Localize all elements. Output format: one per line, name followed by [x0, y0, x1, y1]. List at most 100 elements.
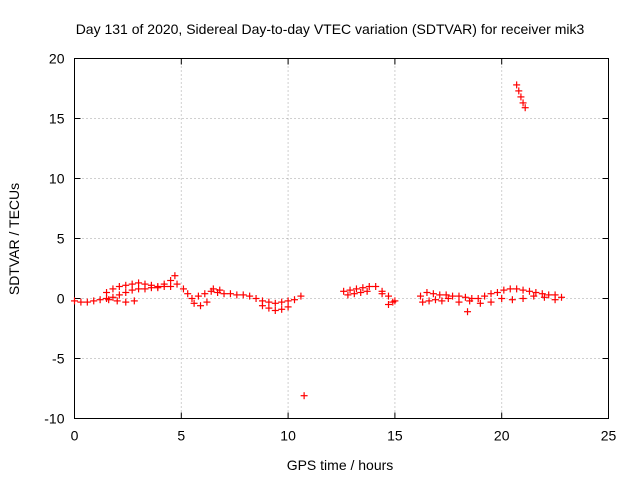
data-point: [442, 291, 450, 299]
data-point: [96, 296, 104, 304]
data-point: [493, 289, 501, 296]
data-point: [417, 292, 425, 300]
data-point: [500, 286, 508, 294]
data-point: [105, 296, 113, 304]
data-point: [545, 291, 553, 299]
data-point: [423, 289, 431, 296]
data-point: [530, 292, 538, 300]
data-point: [109, 285, 117, 293]
data-point: [444, 295, 452, 302]
data-point: [167, 283, 175, 290]
data-point: [519, 295, 527, 302]
data-point: [115, 291, 123, 299]
data-point: [190, 299, 198, 307]
x-tick-label: 20: [494, 428, 510, 444]
data-point: [513, 81, 521, 89]
data-point: [517, 93, 525, 101]
data-point: [365, 283, 373, 290]
data-point: [513, 285, 521, 293]
y-tick-label: 10: [49, 171, 65, 187]
data-point: [154, 283, 162, 290]
data-point: [461, 293, 469, 301]
data-point: [109, 293, 117, 301]
data-point: [551, 296, 559, 304]
data-point: [188, 295, 196, 302]
data-point: [239, 291, 247, 299]
data-point: [173, 280, 181, 288]
data-point: [344, 291, 352, 299]
data-point: [487, 290, 495, 298]
data-point: [220, 290, 228, 298]
data-point: [246, 292, 254, 300]
data-point: [233, 291, 241, 299]
data-point: [179, 285, 187, 293]
data-points: [71, 81, 566, 400]
data-point: [184, 290, 192, 298]
data-point: [419, 298, 427, 306]
x-tick-label: 0: [71, 428, 79, 444]
data-point: [346, 286, 354, 294]
data-point: [122, 289, 130, 296]
data-point: [425, 297, 433, 305]
y-tick-label: 5: [57, 231, 65, 247]
data-point: [128, 280, 136, 288]
y-tick-label: -10: [44, 411, 64, 427]
data-point: [216, 286, 224, 294]
data-point: [103, 289, 111, 296]
data-point: [258, 302, 266, 310]
data-point: [519, 286, 527, 294]
data-point: [474, 295, 482, 302]
data-point: [558, 293, 566, 301]
data-point: [508, 296, 516, 304]
data-point: [297, 292, 305, 300]
axis-ticks: 0 5 10 15 20 25 -10 -5 0 5 10 15 20: [44, 51, 616, 444]
data-point: [506, 285, 514, 293]
data-point: [141, 280, 149, 288]
data-point: [135, 279, 143, 287]
data-point: [197, 302, 205, 310]
data-point: [278, 298, 286, 306]
grid: [74, 58, 609, 419]
data-point: [438, 297, 446, 305]
data-point: [350, 290, 358, 298]
data-point: [481, 292, 489, 300]
data-point: [429, 290, 437, 298]
data-point: [300, 392, 308, 400]
data-point: [130, 297, 138, 305]
data-point: [476, 299, 484, 307]
y-tick-label: 0: [57, 291, 65, 307]
data-point: [284, 303, 292, 311]
data-point: [389, 298, 397, 306]
data-point: [201, 290, 209, 298]
data-point: [171, 272, 179, 280]
data-point: [271, 307, 279, 314]
data-point: [378, 290, 386, 298]
data-point: [83, 298, 91, 306]
data-point: [466, 297, 474, 305]
data-point: [209, 285, 217, 293]
x-tick-label: 15: [387, 428, 403, 444]
data-point: [455, 298, 463, 306]
data-point: [538, 290, 546, 298]
data-point: [525, 287, 533, 295]
data-point: [122, 298, 130, 306]
data-point: [449, 292, 457, 300]
data-point: [71, 297, 78, 305]
data-point: [284, 297, 292, 305]
data-point: [431, 296, 439, 304]
data-point: [352, 285, 360, 293]
data-point: [384, 292, 392, 300]
data-point: [122, 281, 130, 289]
data-point: [128, 286, 136, 294]
data-point: [265, 304, 273, 312]
data-point: [113, 297, 121, 305]
data-point: [167, 277, 175, 284]
data-point: [115, 283, 123, 290]
data-point: [464, 308, 472, 316]
data-point: [278, 305, 286, 313]
data-point: [455, 292, 463, 300]
data-point: [515, 87, 523, 95]
data-point: [226, 290, 234, 298]
data-point: [519, 99, 527, 107]
data-point: [487, 298, 495, 306]
